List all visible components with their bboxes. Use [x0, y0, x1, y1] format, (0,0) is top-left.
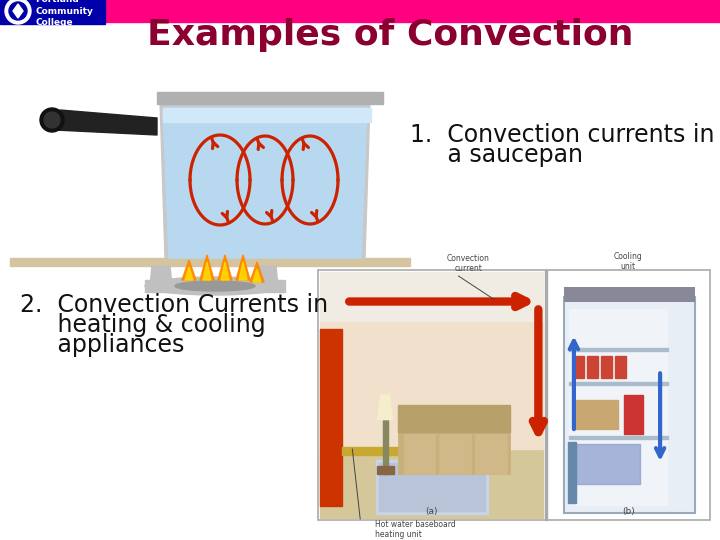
Text: a saucepan: a saucepan	[410, 143, 583, 167]
Bar	[320, 449, 544, 518]
Text: Portland
Community
College: Portland Community College	[35, 0, 93, 26]
Text: heating & cooling: heating & cooling	[20, 313, 266, 337]
Bar	[601, 356, 612, 378]
Text: appliances: appliances	[20, 333, 184, 357]
Polygon shape	[236, 255, 250, 280]
Polygon shape	[256, 266, 278, 286]
Bar	[615, 356, 626, 378]
Bar	[587, 356, 598, 378]
Bar	[573, 400, 618, 429]
Bar	[567, 442, 575, 503]
Text: 2.  Convection Currents in: 2. Convection Currents in	[20, 293, 328, 317]
Circle shape	[9, 2, 27, 20]
Circle shape	[44, 112, 60, 128]
Bar	[624, 395, 644, 434]
Polygon shape	[203, 262, 211, 280]
Bar	[571, 444, 640, 483]
Bar	[318, 270, 710, 520]
Bar	[382, 420, 387, 474]
Text: (b): (b)	[622, 507, 634, 516]
Bar	[398, 405, 510, 433]
Bar	[376, 460, 487, 514]
Bar	[475, 434, 506, 474]
Polygon shape	[163, 108, 367, 258]
Circle shape	[40, 108, 64, 132]
Polygon shape	[221, 262, 229, 280]
Polygon shape	[200, 255, 214, 280]
Polygon shape	[150, 266, 172, 286]
Text: Cooling
unit: Cooling unit	[614, 252, 642, 271]
Bar	[573, 356, 584, 378]
Polygon shape	[182, 260, 196, 280]
Polygon shape	[377, 395, 392, 420]
Bar	[342, 447, 454, 455]
Bar	[320, 328, 342, 505]
Ellipse shape	[175, 281, 255, 291]
Bar	[157, 92, 383, 104]
Bar	[569, 309, 668, 505]
Bar	[0, 0, 720, 22]
Bar	[564, 296, 696, 513]
Polygon shape	[239, 262, 247, 280]
Text: (a): (a)	[426, 507, 438, 516]
Bar	[320, 321, 544, 449]
Polygon shape	[13, 4, 23, 18]
Polygon shape	[55, 110, 157, 135]
Bar	[569, 382, 668, 385]
Bar	[569, 348, 668, 350]
Ellipse shape	[145, 277, 285, 295]
Bar	[163, 108, 371, 122]
Polygon shape	[160, 100, 370, 258]
Polygon shape	[250, 262, 264, 282]
Bar	[377, 465, 394, 474]
Circle shape	[5, 0, 31, 24]
Text: Convection
current: Convection current	[447, 254, 490, 273]
Polygon shape	[185, 267, 193, 280]
Bar	[10, 258, 410, 266]
Bar	[0, 0, 105, 24]
Bar	[404, 434, 435, 474]
Bar	[145, 280, 285, 292]
Text: Examples of Convection: Examples of Convection	[147, 18, 634, 52]
Text: 1.  Convection currents in: 1. Convection currents in	[410, 123, 714, 147]
Text: Hot water baseboard
heating unit: Hot water baseboard heating unit	[375, 520, 456, 539]
Bar	[320, 272, 544, 321]
Polygon shape	[218, 255, 232, 280]
Polygon shape	[253, 269, 261, 282]
Bar	[379, 463, 485, 511]
Bar	[545, 270, 547, 520]
Bar	[439, 434, 471, 474]
Bar	[564, 287, 696, 301]
Bar	[398, 405, 510, 474]
Bar	[569, 436, 668, 439]
